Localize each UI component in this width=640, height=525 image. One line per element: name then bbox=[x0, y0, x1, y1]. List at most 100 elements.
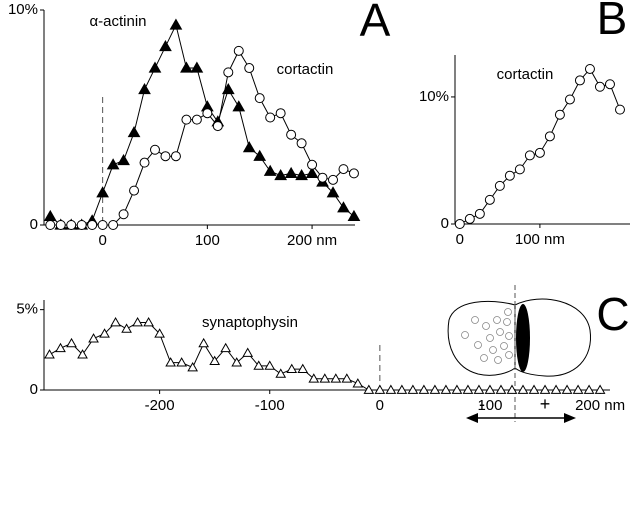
series-line bbox=[49, 23, 355, 226]
marker bbox=[170, 151, 181, 162]
marker bbox=[484, 384, 496, 394]
marker bbox=[338, 164, 349, 175]
marker bbox=[165, 357, 176, 367]
marker bbox=[87, 220, 98, 230]
marker bbox=[544, 131, 555, 142]
marker bbox=[160, 151, 171, 162]
marker bbox=[604, 79, 615, 90]
marker bbox=[149, 144, 160, 155]
marker bbox=[274, 169, 288, 181]
marker bbox=[223, 67, 234, 78]
marker bbox=[231, 357, 243, 367]
series-label: cortactin bbox=[497, 66, 554, 83]
marker bbox=[308, 373, 320, 383]
panel-label: A bbox=[360, 0, 391, 46]
marker bbox=[594, 81, 605, 92]
marker bbox=[127, 126, 141, 138]
marker bbox=[418, 384, 430, 394]
marker bbox=[474, 208, 485, 219]
marker bbox=[572, 384, 584, 394]
cell-diagram bbox=[447, 285, 592, 423]
vesicles bbox=[461, 308, 513, 364]
marker bbox=[66, 337, 77, 348]
marker bbox=[337, 201, 350, 213]
marker bbox=[295, 169, 308, 181]
y-tick-label: 5% bbox=[16, 301, 38, 318]
marker bbox=[352, 378, 364, 388]
marker bbox=[233, 45, 244, 56]
marker bbox=[254, 93, 265, 104]
marker bbox=[429, 384, 441, 394]
marker bbox=[45, 220, 56, 230]
marker bbox=[118, 209, 129, 220]
marker bbox=[374, 384, 386, 394]
marker bbox=[317, 172, 328, 183]
x-tick-label: -100 bbox=[255, 397, 285, 414]
marker bbox=[363, 384, 375, 394]
marker bbox=[180, 61, 193, 73]
marker bbox=[99, 328, 110, 338]
marker bbox=[614, 104, 625, 115]
marker bbox=[212, 121, 223, 132]
panel-label: B bbox=[597, 0, 628, 44]
series-label: α-actinin bbox=[89, 13, 146, 30]
marker bbox=[190, 61, 204, 73]
marker bbox=[396, 384, 408, 394]
marker bbox=[55, 342, 66, 353]
marker bbox=[454, 219, 465, 229]
marker bbox=[198, 337, 210, 348]
marker bbox=[191, 114, 202, 125]
marker bbox=[88, 333, 99, 343]
marker bbox=[574, 75, 585, 86]
y-tick-label: 10% bbox=[419, 88, 449, 105]
marker bbox=[464, 213, 475, 224]
marker bbox=[451, 384, 463, 394]
x-tick-label: 100 nm bbox=[515, 231, 565, 248]
y-tick-label: 0 bbox=[30, 216, 38, 233]
marker bbox=[554, 109, 565, 120]
marker bbox=[330, 373, 342, 383]
x-tick-label: 0 bbox=[98, 232, 106, 249]
x-tick-label: 200 nm bbox=[575, 397, 625, 414]
marker bbox=[117, 153, 130, 166]
marker bbox=[514, 164, 525, 175]
marker bbox=[138, 83, 151, 95]
marker bbox=[326, 186, 340, 198]
marker bbox=[440, 384, 452, 394]
marker bbox=[564, 94, 575, 105]
marker bbox=[97, 220, 108, 230]
marker bbox=[534, 147, 545, 158]
marker bbox=[528, 384, 540, 394]
marker bbox=[202, 108, 213, 119]
marker bbox=[108, 220, 119, 230]
marker bbox=[297, 363, 309, 373]
y-tick-label: 10% bbox=[8, 1, 38, 18]
marker bbox=[286, 129, 297, 140]
marker bbox=[584, 63, 595, 74]
marker bbox=[220, 342, 232, 353]
plus-label: + bbox=[540, 394, 551, 414]
marker bbox=[550, 384, 562, 394]
marker bbox=[473, 384, 485, 394]
marker bbox=[305, 166, 319, 179]
marker bbox=[517, 384, 529, 394]
postsynaptic-cell bbox=[514, 298, 592, 377]
y-tick-label: 0 bbox=[441, 215, 449, 232]
marker bbox=[286, 363, 298, 373]
panel-label: C bbox=[596, 288, 629, 340]
marker bbox=[55, 220, 66, 230]
marker bbox=[77, 349, 88, 359]
arrow-head-left bbox=[466, 413, 478, 423]
marker bbox=[244, 63, 255, 74]
marker bbox=[328, 174, 339, 185]
marker bbox=[129, 185, 140, 196]
marker bbox=[242, 347, 254, 357]
marker bbox=[319, 373, 331, 383]
x-tick-label: 200 nm bbox=[287, 232, 337, 249]
marker bbox=[263, 164, 277, 176]
marker bbox=[121, 323, 132, 333]
marker bbox=[132, 316, 143, 327]
marker bbox=[96, 186, 110, 198]
series-line bbox=[459, 68, 621, 225]
